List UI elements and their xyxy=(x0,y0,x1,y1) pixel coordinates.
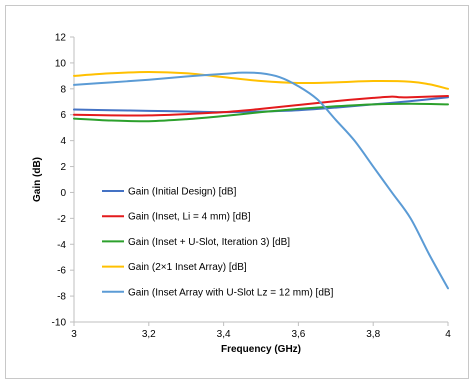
y-tick-label: -6 xyxy=(57,266,66,277)
legend: Gain (Initial Design) [dB] Gain (Inset, L… xyxy=(102,187,334,298)
series-line-4 xyxy=(73,70,449,90)
y-tick-label: -2 xyxy=(57,214,66,225)
y-tick-label: 4 xyxy=(60,136,66,147)
axes: -10 -8 -6 -4 -2 0 2 4 6 8 10 12 3 3,2 3,4 3,6 3,8 4 xyxy=(52,33,452,341)
series-line-5 xyxy=(73,71,449,290)
y-tick-label: 12 xyxy=(55,33,67,44)
y-tick-label: 8 xyxy=(60,84,66,95)
x-tick-label: 3,6 xyxy=(291,329,305,340)
y-axis-title: Gain (dB) xyxy=(32,157,43,202)
y-tick-label: 0 xyxy=(60,188,66,199)
x-tick-label: 3,4 xyxy=(217,329,231,340)
legend-label-4: Gain (2×1 Inset Array) [dB] xyxy=(128,262,247,273)
y-tick-label: -4 xyxy=(57,240,66,251)
legend-label-1: Gain (Initial Design) [dB] xyxy=(128,187,237,198)
x-tick-label: 3 xyxy=(71,329,77,340)
legend-label-2: Gain (Inset, Li = 4 mm) [dB] xyxy=(128,212,251,223)
y-tick-label: 6 xyxy=(60,110,66,121)
line-chart: -10 -8 -6 -4 -2 0 2 4 6 8 10 12 3 3,2 3,4 3,6 3,8 4 Gain … xyxy=(32,33,452,356)
series-lines xyxy=(73,70,449,290)
legend-label-5: Gain (Inset Array with U-Slot Lz = 12 mm… xyxy=(128,287,334,298)
y-tick-label: 2 xyxy=(60,162,66,173)
series-line-2 xyxy=(73,94,449,117)
x-tick-label: 3,2 xyxy=(142,329,156,340)
x-tick-label: 3,8 xyxy=(366,329,380,340)
x-axis-title: Frequency (GHz) xyxy=(221,344,301,355)
chart-frame: -10 -8 -6 -4 -2 0 2 4 6 8 10 12 3 3,2 3,4 3,6 3,8 4 Gain … xyxy=(5,5,469,379)
y-tick-label: -10 xyxy=(52,318,67,329)
y-tick-label: 10 xyxy=(55,58,67,69)
y-tick-label: -8 xyxy=(57,292,66,303)
legend-label-3: Gain (Inset + U-Slot, Iteration 3) [dB] xyxy=(128,237,290,248)
series-line-3 xyxy=(73,102,449,123)
x-tick-label: 4 xyxy=(445,329,451,340)
